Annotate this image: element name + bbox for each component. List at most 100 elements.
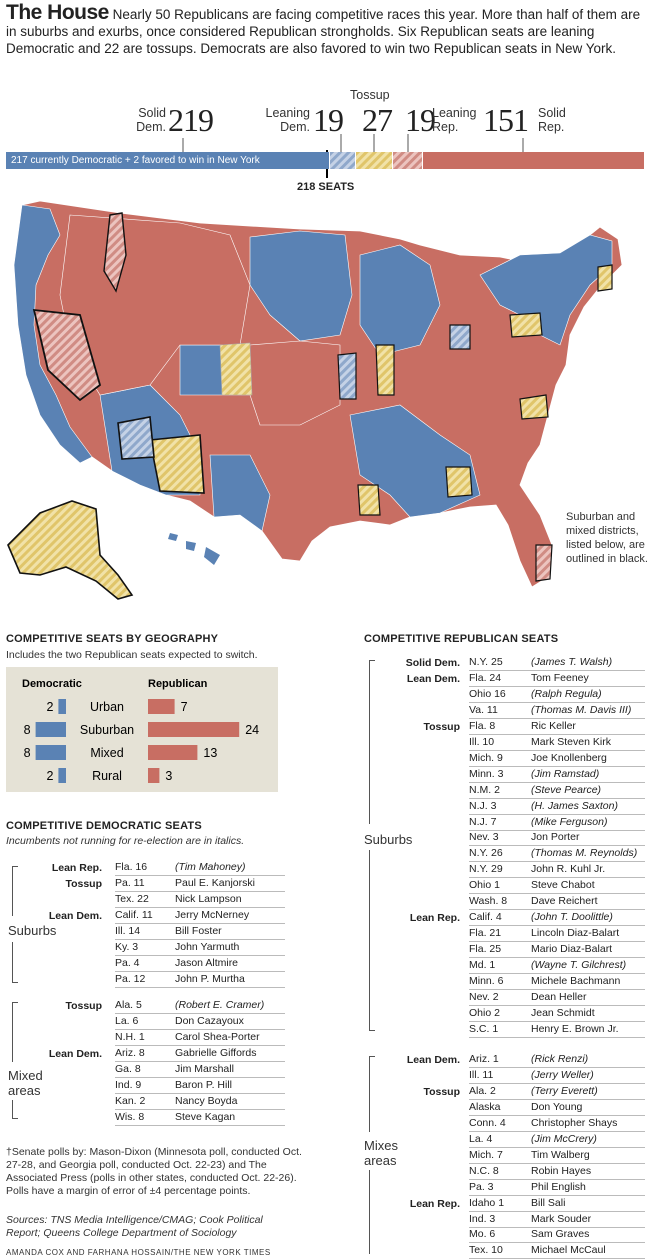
table-incumbent: Carol Shea-Porter [175, 1031, 260, 1043]
rep-suburbs-label: Suburbs [364, 832, 413, 847]
table-district: Fla. 8 [469, 719, 496, 732]
table-incumbent: Sam Graves [531, 1228, 590, 1241]
table-incumbent: Bill Sali [531, 1196, 566, 1209]
solid-dem-bar [6, 152, 329, 169]
table-district: Ind. 9 [115, 1079, 142, 1091]
table-incumbent: Dave Reichert [531, 895, 598, 908]
table-district: Ala. 2 [469, 1084, 496, 1097]
table-incumbent: Nick Lampson [175, 893, 242, 905]
bar-dem-urban [58, 699, 66, 714]
table-incumbent: Robin Hayes [531, 1164, 592, 1177]
table-incumbent: Steve Chabot [531, 879, 595, 892]
lean-dem-bar [330, 152, 355, 169]
table-incumbent: (James T. Walsh) [531, 656, 613, 668]
legend-republican: Republican [148, 678, 208, 690]
table-category: Solid Dem. [405, 657, 460, 669]
table-incumbent: (Thomas M. Reynolds) [531, 847, 638, 860]
table-district: Ill. 11 [469, 1068, 494, 1081]
table-district: N.M. 2 [469, 783, 500, 796]
value-rep-mixed: 13 [203, 746, 217, 760]
category-mixed: Mixed [90, 746, 123, 760]
bar-note: 217 currently Democratic + 2 favored to … [11, 155, 260, 166]
value-dem-rural: 2 [46, 769, 53, 783]
table-incumbent: Jim Marshall [175, 1063, 234, 1075]
dem-mixed-label: Mixed areas [8, 1068, 43, 1098]
geo-chart: Democratic Republican 2 7 Urban 8 24 Suburban… [6, 667, 278, 792]
table-incumbent: (Wayne T. Gilchrest) [531, 959, 627, 972]
table-incumbent: (Mike Ferguson) [531, 815, 608, 828]
table-incumbent: Steve Kagan [175, 1111, 236, 1123]
table-incumbent: Henry E. Brown Jr. [531, 1022, 619, 1035]
lean-dem-label: Leaning Dem. [265, 106, 311, 134]
table-incumbent: Don Young [531, 1100, 583, 1113]
table-category: Lean Rep. [409, 1197, 460, 1210]
table-incumbent: Jon Porter [531, 831, 580, 844]
table-district: N.Y. 29 [469, 863, 503, 876]
tossup-missouri [375, 344, 395, 396]
bar-rep-suburban [148, 722, 240, 737]
table-district: Mich. 9 [469, 751, 503, 764]
table-incumbent: Jason Altmire [175, 957, 239, 969]
value-rep-suburban: 24 [245, 723, 259, 737]
table-district: Ill. 10 [469, 735, 495, 748]
table-incumbent: (Jim McCrery) [531, 1132, 597, 1145]
lean-dem-arizona [117, 416, 155, 460]
tossup-maine [597, 264, 613, 292]
table-district: Nev. 2 [469, 990, 499, 1003]
table-district: Ala. 5 [115, 999, 142, 1011]
tossup-pa [509, 312, 543, 338]
table-district: Calif. 4 [469, 911, 502, 924]
credit: AMANDA COX AND FARHANA HOSSAIN/THE NEW Y… [6, 1248, 271, 1257]
table-category: Lean Rep. [51, 862, 102, 874]
table-district: Va. 11 [469, 703, 498, 716]
table-incumbent: Joe Knollenberg [531, 751, 607, 764]
table-incumbent: (Tim Mahoney) [175, 861, 246, 873]
table-district: Pa. 12 [115, 973, 146, 985]
tossup-louisiana [357, 484, 381, 516]
bar-dem-suburban [35, 722, 66, 737]
table-incumbent: Phil English [531, 1180, 586, 1193]
table-incumbent: Paul E. Kanjorski [175, 877, 255, 889]
value-dem-suburban: 8 [24, 723, 31, 737]
dem-table-subtitle: Incumbents not running for re-election a… [6, 835, 245, 847]
table-district: Calif. 11 [115, 909, 153, 921]
table-district: Ga. 8 [115, 1063, 141, 1075]
table-district: Idaho 1 [469, 1196, 505, 1209]
table-district: Fla. 21 [469, 927, 502, 940]
table-incumbent: (H. James Saxton) [531, 799, 618, 812]
bar-rep-urban [148, 699, 175, 714]
table-district: La. 4 [469, 1132, 493, 1145]
lean-rep-count: 19 [405, 102, 436, 138]
table-incumbent: Michele Bachmann [531, 975, 621, 987]
value-rep-rural: 3 [165, 769, 172, 783]
table-district: Pa. 3 [469, 1180, 494, 1193]
category-rural: Rural [92, 769, 122, 783]
lean-dem-illinois [337, 352, 357, 400]
table-category: Lean Dem. [48, 1048, 102, 1060]
table-incumbent: Baron P. Hill [175, 1079, 233, 1091]
table-incumbent: Tom Feeney [531, 671, 589, 684]
table-incumbent: John P. Murtha [175, 973, 245, 985]
table-district: La. 6 [115, 1015, 139, 1027]
table-category: Lean Dem. [406, 1054, 460, 1066]
table-incumbent: (Jerry Weller) [531, 1068, 594, 1081]
table-district: Nev. 3 [469, 831, 499, 844]
table-incumbent: Lincoln Diaz-Balart [531, 927, 620, 940]
tossup-label: Tossup [350, 88, 390, 102]
table-district: Conn. 4 [469, 1116, 506, 1129]
tossup-nc [519, 394, 549, 420]
solid-dem-label: Solid Dem. [136, 106, 166, 134]
alaska [7, 500, 134, 600]
table-district: Mo. 6 [469, 1228, 496, 1241]
value-dem-urban: 2 [46, 700, 53, 714]
tossup-alabama [445, 466, 473, 498]
table-district: Wis. 8 [115, 1111, 145, 1123]
table-district: Ariz. 1 [469, 1053, 499, 1065]
category-suburban: Suburban [80, 723, 134, 737]
rep-mixes-label: Mixes areas [364, 1138, 398, 1168]
table-category: Tossup [65, 878, 102, 890]
bar-dem-rural [58, 768, 66, 783]
table-category: Lean Dem. [406, 672, 460, 685]
lean-rep-label: Leaning Rep. [432, 106, 477, 134]
table-district: Tex. 22 [115, 893, 149, 905]
